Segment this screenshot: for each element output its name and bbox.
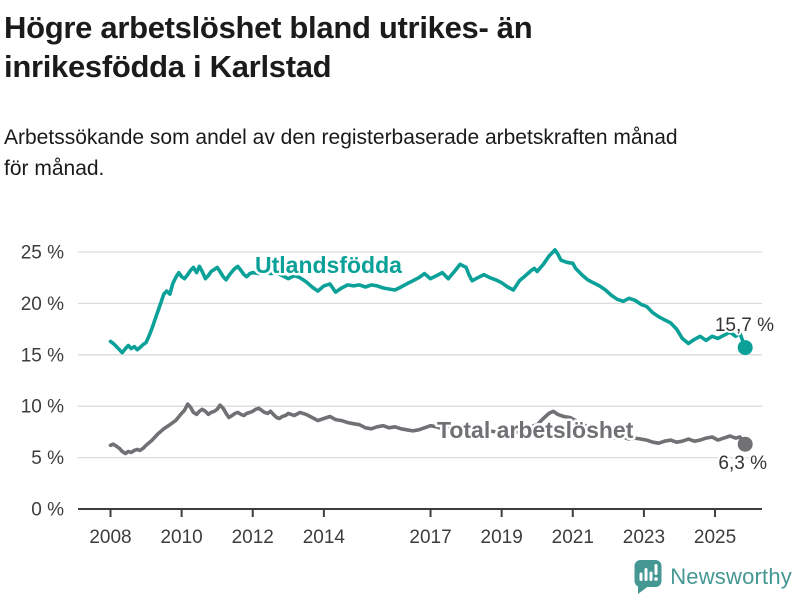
x-axis-label: 2025: [694, 527, 736, 548]
title-line-1: Högre arbetslöshet bland utrikes- än: [4, 10, 533, 45]
title-line-2: inrikesfödda i Karlstad: [4, 49, 332, 85]
logo-exclamation-dot: [654, 577, 658, 581]
newsworthy-logo[interactable]: Newsworthy: [633, 559, 792, 595]
x-axis-label: 2008: [89, 527, 131, 548]
end-value-label-total: 6,3 %: [718, 453, 767, 474]
x-axis-label: 2023: [623, 527, 665, 548]
newsworthy-logo-icon: [634, 560, 662, 594]
series-end-dot-total: [737, 436, 753, 452]
y-axis-label: 5 %: [31, 448, 64, 469]
series-line-total: [108, 402, 747, 456]
x-axis-label: 2012: [232, 527, 274, 548]
subtitle-line-2: för månad.: [4, 156, 105, 180]
chart-subtitle: Arbetssökande som andel av den registerb…: [4, 123, 790, 185]
x-axis-label: 2021: [552, 527, 594, 548]
x-axis-label: 2017: [409, 527, 451, 548]
y-axis-label: 0 %: [31, 500, 64, 521]
x-axis-label: 2019: [481, 527, 523, 548]
series-end-dot-utlandsfodda: [737, 340, 753, 356]
y-axis-label: 20 %: [21, 294, 64, 315]
end-value-label-utlandsfodda: 15,7 %: [715, 315, 774, 336]
y-axis-label: 25 %: [21, 243, 64, 264]
page-title: Högre arbetslöshet bland utrikes- än inr…: [4, 8, 790, 86]
series-line-utlandsfodda: [108, 248, 747, 355]
x-axis-label: 2010: [160, 527, 202, 548]
chart-header: Högre arbetslöshet bland utrikes- än inr…: [0, 0, 800, 185]
subtitle-line-1: Arbetssökande som andel av den registerb…: [4, 126, 678, 150]
y-axis-label: 10 %: [21, 397, 64, 418]
y-axis-label: 15 %: [21, 345, 64, 366]
x-axis-label: 2014: [303, 527, 346, 548]
series-label-total: Total arbetslöshet: [437, 417, 634, 443]
newsworthy-logo-text: Newsworthy: [670, 564, 792, 589]
logo-bubble-tail: [638, 585, 651, 594]
series-label-utlandsfodda: Utlandsfödda: [255, 252, 402, 278]
